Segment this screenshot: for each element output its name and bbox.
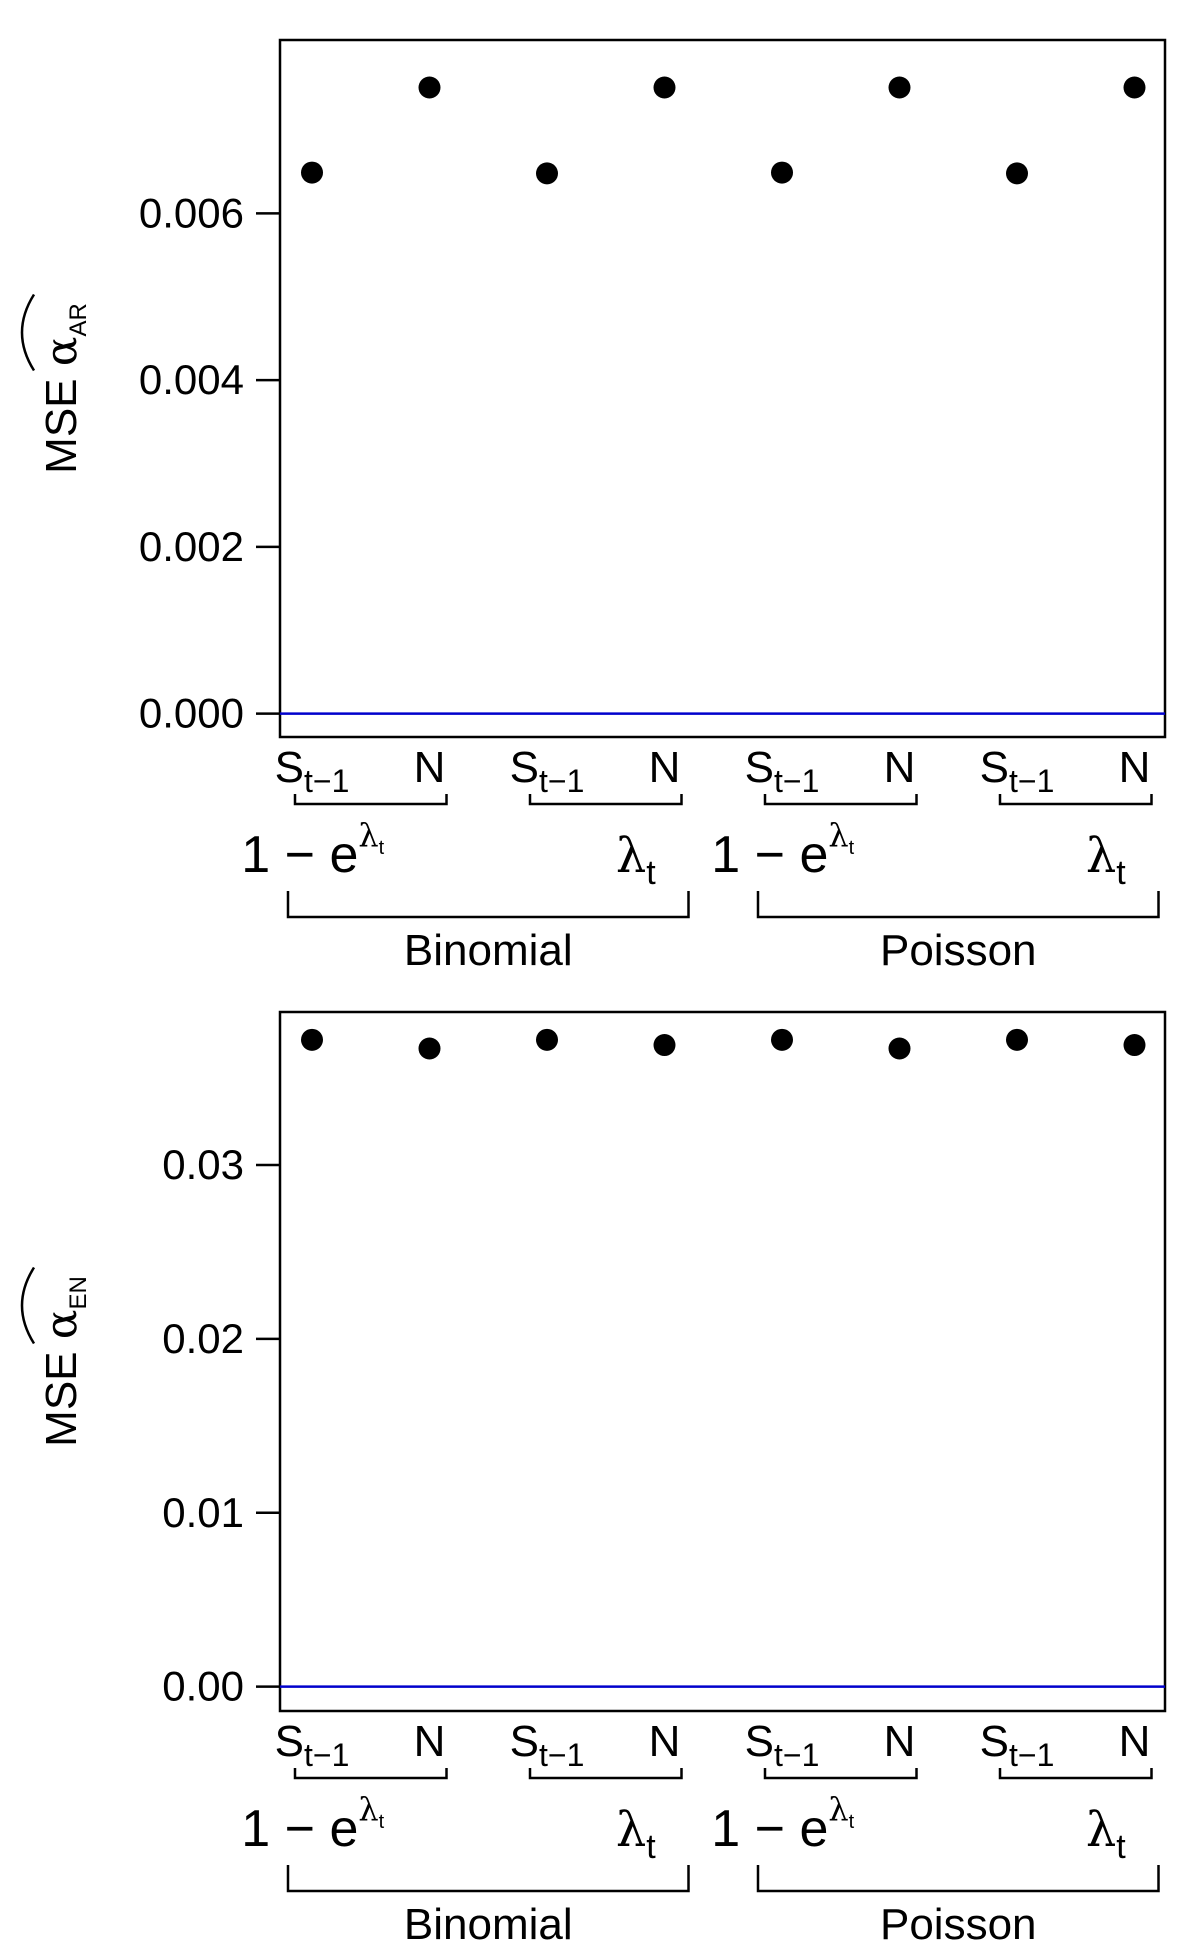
x-category-label: St−1	[745, 1717, 820, 1773]
data-point	[418, 76, 441, 99]
data-point	[536, 162, 558, 185]
x-category-label: St−1	[980, 1717, 1055, 1773]
x-category-label: St−1	[510, 1717, 585, 1773]
x-group-label-level2: 1 − eλt	[711, 816, 854, 884]
x-category-label: N	[884, 1717, 916, 1766]
x-group-label-level3: Poisson	[880, 926, 1037, 975]
y-tick-label: 0.03	[162, 1141, 244, 1188]
x-category-label: St−1	[275, 1717, 350, 1773]
group-bracket-level2	[286, 1865, 690, 1893]
x-group-label-level2: λt	[1086, 828, 1126, 892]
data-point	[1006, 162, 1028, 185]
x-category-label: N	[649, 743, 681, 792]
x-group-label-level2: 1 − eλt	[241, 816, 384, 884]
group-bracket-level1	[528, 794, 683, 806]
x-category-label: St−1	[980, 743, 1055, 799]
data-point	[1006, 1028, 1028, 1051]
group-bracket-level1	[998, 794, 1153, 806]
plot-frame	[278, 1010, 1167, 1713]
x-group-label-level2: λt	[616, 828, 656, 892]
group-bracket-level1	[293, 794, 448, 806]
x-group-label-level2: 1 − eλt	[711, 1790, 854, 1858]
x-category-label: St−1	[745, 743, 820, 799]
x-category-label: N	[1119, 743, 1151, 792]
x-category-label: N	[414, 743, 446, 792]
group-bracket-level1	[763, 794, 918, 806]
group-bracket-level2	[756, 1865, 1160, 1893]
x-group-label-level3: Binomial	[404, 1900, 573, 1949]
x-category-label: N	[884, 743, 916, 792]
x-group-label-level2: λt	[616, 1802, 656, 1866]
data-point	[536, 1028, 558, 1051]
hat-accent	[20, 293, 36, 372]
plot-frame	[278, 38, 1167, 739]
x-category-label: N	[649, 1717, 681, 1766]
data-point	[1123, 76, 1146, 99]
x-category-label: St−1	[275, 743, 350, 799]
data-point	[418, 1037, 441, 1060]
x-category-label: St−1	[510, 743, 585, 799]
group-bracket-level1	[528, 1768, 683, 1780]
data-point	[1123, 1034, 1146, 1057]
group-bracket-level1	[763, 1768, 918, 1780]
data-point	[888, 76, 911, 99]
group-bracket-level1	[293, 1768, 448, 1780]
x-group-label-level3: Poisson	[880, 1900, 1037, 1949]
y-tick-label: 0.004	[139, 356, 244, 403]
y-tick-label: 0.002	[139, 523, 244, 570]
group-bracket-level2	[756, 891, 1160, 919]
group-bracket-level1	[998, 1768, 1153, 1780]
y-tick-label: 0.01	[162, 1489, 244, 1536]
hat-accent	[20, 1266, 36, 1345]
x-category-label: N	[414, 1717, 446, 1766]
x-category-label: N	[1119, 1717, 1151, 1766]
x-group-label-level2: λt	[1086, 1802, 1126, 1866]
x-group-label-level2: 1 − eλt	[241, 1790, 384, 1858]
data-point	[771, 1028, 793, 1051]
y-tick-label: 0.000	[139, 690, 244, 737]
data-point	[653, 76, 676, 99]
data-point	[888, 1037, 911, 1060]
group-bracket-level2	[286, 891, 690, 919]
x-group-label-level3: Binomial	[404, 926, 573, 975]
y-axis-label: MSE αAR	[36, 303, 92, 474]
y-tick-label: 0.02	[162, 1315, 244, 1362]
panel-mse-alpha-en: 0.00 0.01 0.02 0.03 MSE αEN St−1 N St−1 N St−1 N St…	[20, 1010, 1167, 1949]
data-point	[771, 161, 793, 184]
data-point	[301, 1028, 323, 1051]
data-point	[653, 1034, 676, 1057]
panel-mse-alpha-ar: 0.000 0.002 0.004 0.006 MSE αAR St−1 N St−1 N St−…	[20, 38, 1167, 975]
y-axis-label: MSE αEN	[36, 1276, 92, 1447]
y-tick-label: 0.00	[162, 1663, 244, 1710]
y-tick-label: 0.006	[139, 189, 244, 236]
data-point	[301, 161, 323, 184]
